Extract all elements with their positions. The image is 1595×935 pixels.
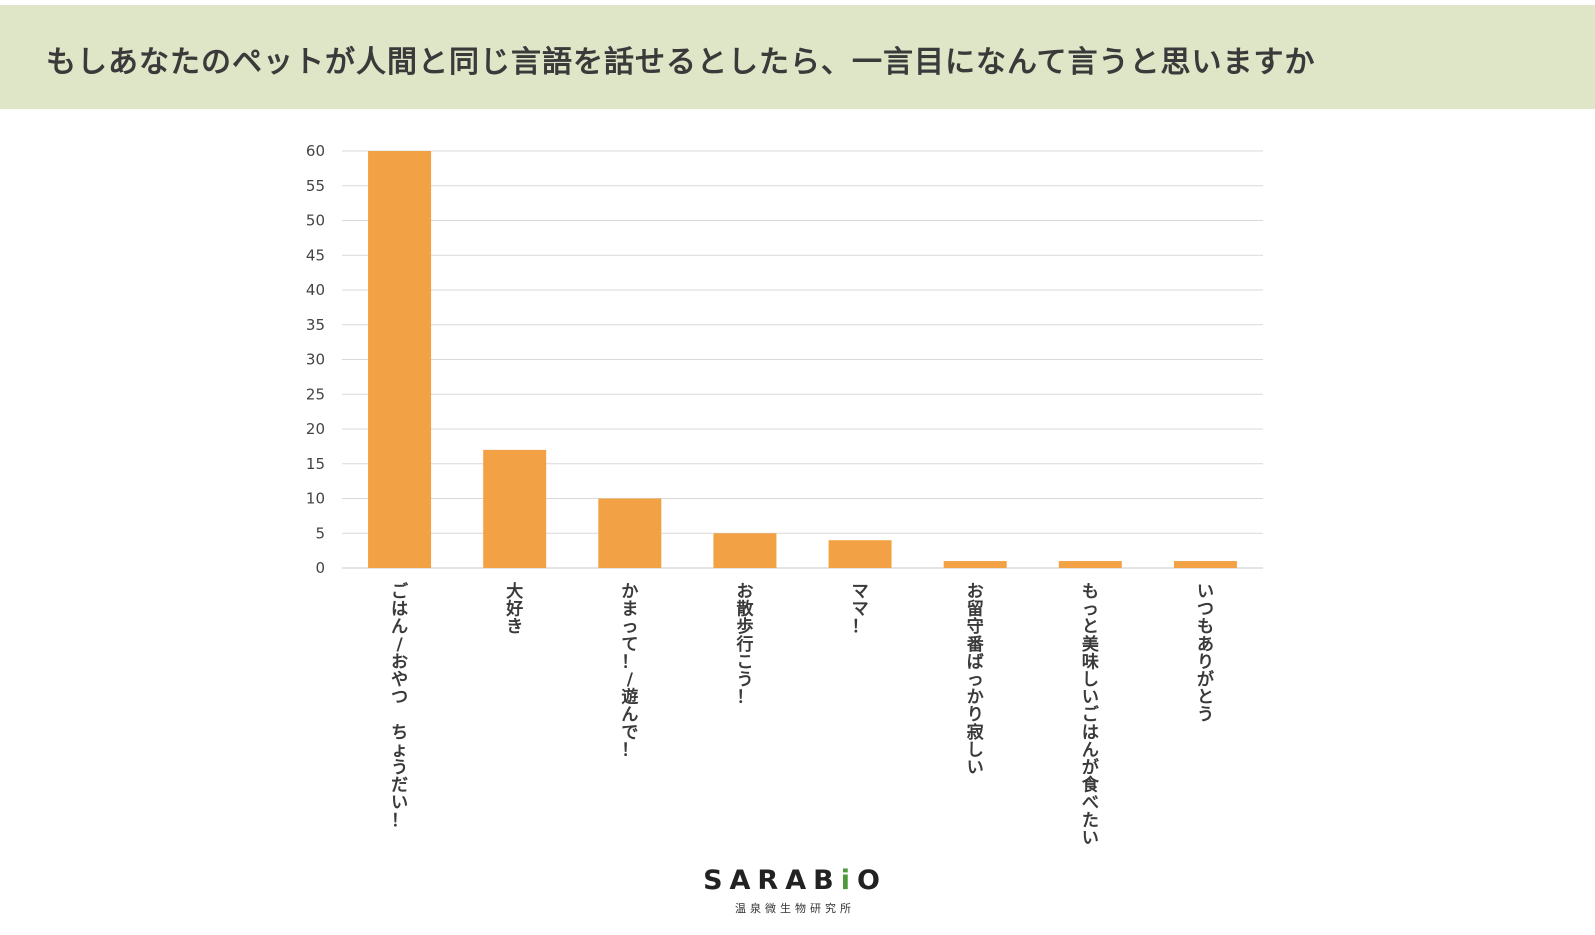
sarabio-logo: SARABiO 温泉微生物研究所: [690, 866, 900, 916]
x-tick-label: かまって！/遊んで！: [621, 582, 638, 760]
bar: [598, 498, 662, 568]
bar: [483, 449, 547, 568]
bar: [943, 561, 1007, 568]
x-tick-label: お散歩行こう！: [735, 582, 754, 708]
logo-subtitle: 温泉微生物研究所: [735, 902, 855, 915]
x-tick-label: お留守番ばっかり寂しい: [966, 582, 985, 778]
x-tick-label: 大好き: [505, 581, 523, 637]
y-tick-label: 0: [315, 559, 325, 577]
page-title: もしあなたのペットが人間と同じ言語を話せるとしたら、一言目になんて言うと思います…: [46, 45, 1316, 80]
logo-wordmark: SARABiO: [703, 865, 887, 896]
bar: [1058, 561, 1122, 568]
bar: [368, 151, 432, 568]
bar: [828, 540, 892, 568]
y-tick-label: 25: [306, 385, 325, 403]
y-tick-label: 15: [306, 455, 325, 473]
bar: [713, 533, 777, 568]
y-tick-label: 35: [306, 316, 325, 334]
y-tick-label: 40: [306, 281, 325, 299]
y-tick-label: 55: [306, 177, 325, 195]
x-tick-label: ごはん/おやつ ちょうだい！: [391, 581, 409, 831]
x-tick-label: いつもありがとう: [1197, 582, 1214, 725]
y-tick-label: 10: [306, 490, 325, 508]
y-tick-label: 50: [306, 212, 325, 230]
x-tick-label: もっと美味しいごはんが食べたい: [1082, 582, 1100, 848]
header-banner: もしあなたのペットが人間と同じ言語を話せるとしたら、一言目になんて言うと思います…: [0, 5, 1595, 109]
y-tick-label: 30: [306, 351, 325, 369]
y-tick-label: 20: [306, 420, 325, 438]
bar: [1173, 561, 1237, 568]
x-tick-label: ママ！: [852, 582, 869, 637]
y-tick-label: 60: [306, 142, 325, 160]
y-tick-label: 45: [306, 246, 325, 264]
y-tick-label: 5: [315, 524, 325, 542]
